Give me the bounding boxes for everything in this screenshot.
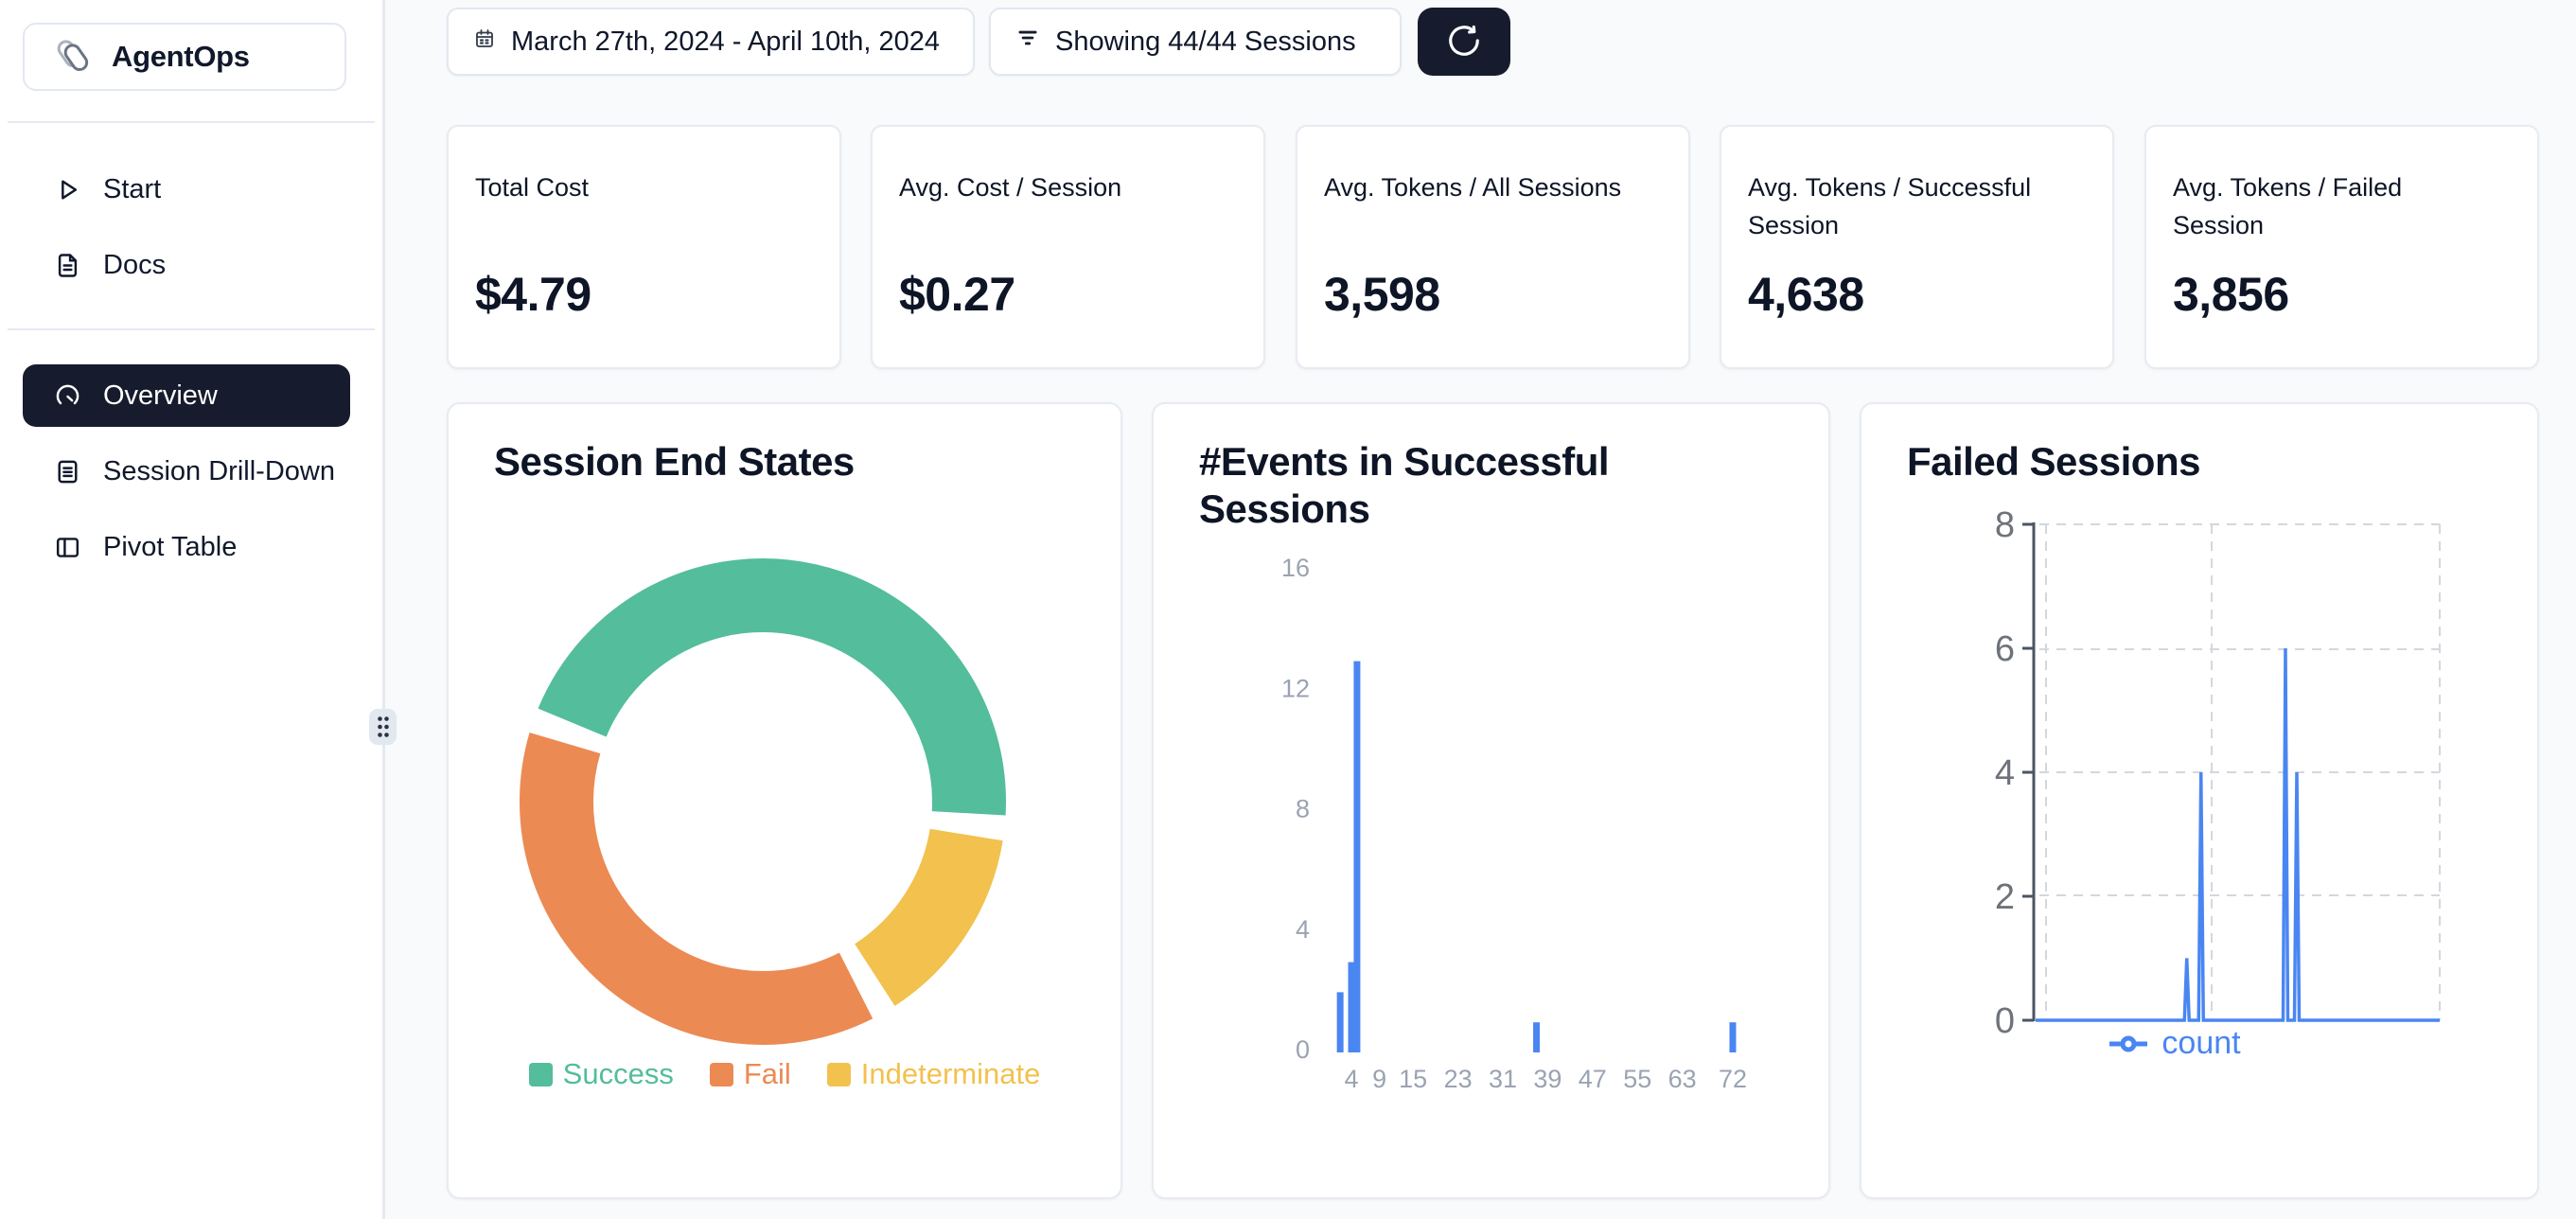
sidebar-divider bbox=[8, 121, 375, 123]
paperclip-icon bbox=[51, 33, 95, 81]
stat-value: 3,856 bbox=[2173, 268, 2289, 321]
refresh-button[interactable] bbox=[1418, 8, 1510, 76]
sessions-filter-label: Showing 44/44 Sessions bbox=[1055, 26, 1356, 57]
stat-label: Avg. Cost / Session bbox=[899, 173, 1122, 202]
x-tick-label: 23 bbox=[1444, 1065, 1473, 1093]
stat-label: Avg. Tokens / Failed Session bbox=[2173, 173, 2403, 239]
sidebar-item-overview[interactable]: Overview bbox=[23, 364, 350, 427]
y-tick-label: 0 bbox=[1995, 1001, 2015, 1041]
legend-label: Indeterminate bbox=[860, 1057, 1041, 1090]
session-end-states-donut bbox=[520, 558, 1006, 1045]
donut-segment-indeterminate bbox=[854, 827, 1003, 1006]
y-tick-label: 4 bbox=[1995, 753, 2015, 793]
x-tick-label: 9 bbox=[1372, 1065, 1386, 1093]
events-histogram-card: #Events in Successful Sessions 0 4 8 12 16 4 9… bbox=[1152, 402, 1830, 1199]
legend-swatch bbox=[709, 1062, 733, 1086]
legend-label: Success bbox=[562, 1057, 674, 1090]
gauge-icon bbox=[56, 384, 79, 404]
filter-icon bbox=[1015, 26, 1040, 58]
x-tick-label: 31 bbox=[1489, 1065, 1517, 1093]
y-tick-label: 4 bbox=[1296, 915, 1310, 944]
sidebar-item-label: Start bbox=[103, 173, 162, 204]
histogram-bar bbox=[1348, 962, 1355, 1052]
sidebar-item-pivot-table[interactable]: Pivot Table bbox=[23, 521, 350, 574]
stat-value: $0.27 bbox=[899, 268, 1015, 321]
agentops-logo[interactable]: AgentOps bbox=[23, 23, 346, 91]
stat-card-avg-tokens-successful-session: Avg. Tokens / Successful Session 4,638 bbox=[1720, 125, 2114, 369]
legend-item-success[interactable]: Success bbox=[528, 1057, 674, 1091]
x-tick-label: 39 bbox=[1533, 1065, 1561, 1093]
stat-card-total-cost: Total Cost $4.79 bbox=[447, 125, 841, 369]
histogram-bar bbox=[1353, 661, 1361, 1052]
histogram-bar bbox=[1533, 1022, 1541, 1052]
date-range-label: March 27th, 2024 - April 10th, 2024 bbox=[511, 26, 941, 57]
calendar-icon bbox=[473, 26, 496, 58]
legend-label: Fail bbox=[743, 1057, 791, 1090]
donut-segment-fail bbox=[520, 733, 873, 1045]
stat-card-avg-tokens-all-sessions: Avg. Tokens / All Sessions 3,598 bbox=[1296, 125, 1690, 369]
histogram-bar bbox=[1336, 992, 1344, 1052]
session-end-states-card: Session End States Success Fail Indetermin… bbox=[447, 402, 1122, 1199]
sidebar-item-session-drill-down[interactable]: Session Drill-Down bbox=[23, 445, 350, 498]
sidebar-resize-handle[interactable] bbox=[369, 709, 397, 745]
x-tick-label: 15 bbox=[1399, 1065, 1427, 1093]
x-tick-label: 63 bbox=[1668, 1065, 1697, 1093]
y-tick-label: 8 bbox=[1296, 795, 1310, 823]
grip-dots-icon bbox=[377, 716, 389, 737]
sidebar: AgentOps Start Docs Overview Session Drill-… bbox=[0, 0, 385, 1219]
legend-item-indeterminate[interactable]: Indeterminate bbox=[826, 1057, 1041, 1091]
line-series-marker-icon bbox=[2109, 1035, 2148, 1051]
play-icon bbox=[62, 179, 78, 200]
chart-title: #Events in Successful Sessions bbox=[1199, 439, 1610, 531]
sidebar-item-label: Session Drill-Down bbox=[103, 455, 335, 486]
y-tick-label: 12 bbox=[1281, 674, 1310, 702]
stat-card-avg-cost-session: Avg. Cost / Session $0.27 bbox=[871, 125, 1265, 369]
legend-swatch bbox=[826, 1062, 851, 1086]
y-tick-label: 8 bbox=[1995, 505, 2015, 545]
logo-text: AgentOps bbox=[112, 40, 250, 73]
legend-item-fail[interactable]: Fail bbox=[709, 1057, 791, 1091]
legend-swatch bbox=[528, 1062, 553, 1086]
x-tick-label: 47 bbox=[1579, 1065, 1607, 1093]
refresh-icon bbox=[1446, 23, 1482, 62]
sidebar-item-label: Docs bbox=[103, 249, 167, 280]
stat-value: 4,638 bbox=[1748, 268, 1864, 321]
donut-segment-success bbox=[538, 558, 1006, 816]
y-tick-label: 16 bbox=[1281, 554, 1310, 582]
chart-title: Session End States bbox=[494, 439, 855, 484]
donut-legend: Success Fail Indeterminate bbox=[449, 1057, 1120, 1091]
stat-value: $4.79 bbox=[475, 268, 591, 321]
chart-title: Failed Sessions bbox=[1907, 439, 2200, 484]
date-range-button[interactable]: March 27th, 2024 - April 10th, 2024 bbox=[447, 8, 975, 76]
x-tick-label: 72 bbox=[1719, 1065, 1747, 1093]
sessions-filter-button[interactable]: Showing 44/44 Sessions bbox=[989, 8, 1402, 76]
sidebar-item-label: Overview bbox=[103, 380, 218, 411]
file-text-icon bbox=[58, 460, 78, 483]
y-tick-label: 2 bbox=[1995, 877, 2015, 917]
panel-left-icon bbox=[56, 537, 79, 557]
failed-sessions-chart: 0 2 4 6 8 bbox=[1995, 505, 2441, 1041]
document-icon bbox=[58, 253, 78, 277]
y-tick-label: 0 bbox=[1296, 1035, 1310, 1064]
count-series-line bbox=[2036, 647, 2440, 1022]
sidebar-item-label: Pivot Table bbox=[103, 531, 238, 562]
sidebar-item-docs[interactable]: Docs bbox=[23, 238, 350, 292]
stat-label: Avg. Tokens / Successful Session bbox=[1748, 173, 2032, 239]
sidebar-divider bbox=[8, 328, 375, 330]
sidebar-item-start[interactable]: Start bbox=[23, 163, 350, 216]
stat-label: Avg. Tokens / All Sessions bbox=[1324, 173, 1622, 202]
count-legend-label: count bbox=[2161, 1025, 2241, 1061]
failed-sessions-card: Failed Sessions 0 2 4 6 8 count bbox=[1860, 402, 2539, 1199]
stat-label: Total Cost bbox=[475, 173, 590, 202]
stat-card-avg-tokens-failed-session: Avg. Tokens / Failed Session 3,856 bbox=[2144, 125, 2539, 369]
y-tick-label: 6 bbox=[1995, 629, 2015, 669]
x-tick-label: 4 bbox=[1344, 1065, 1358, 1093]
histogram-bar bbox=[1729, 1022, 1737, 1052]
count-legend[interactable]: count bbox=[1975, 1025, 2373, 1062]
x-tick-label: 55 bbox=[1623, 1065, 1651, 1093]
stat-value: 3,598 bbox=[1324, 268, 1440, 321]
